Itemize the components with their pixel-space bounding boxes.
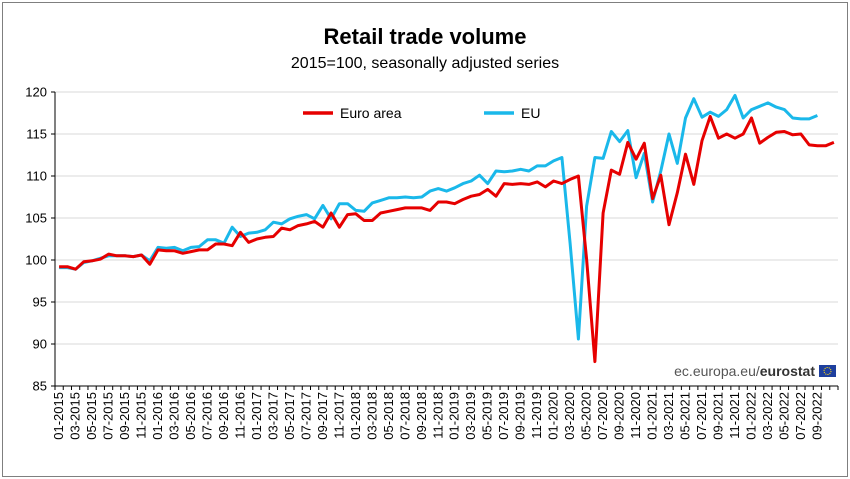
source-label: ec.europa.eu/eurostat — [674, 363, 836, 379]
x-tick-label: 05-2019 — [480, 392, 495, 440]
x-tick-label: 11-2018 — [430, 392, 445, 439]
x-tick-label: 09-2016 — [216, 392, 231, 440]
x-tick-label: 09-2020 — [612, 392, 627, 440]
chart-subtitle: 2015=100, seasonally adjusted series — [290, 55, 560, 72]
x-tick-label: 11-2015 — [134, 392, 149, 439]
x-tick-label: 01-2019 — [447, 392, 462, 440]
legend-label-eu: EU — [521, 105, 540, 121]
series-line-euro-area — [59, 114, 835, 364]
x-tick-label: 05-2020 — [579, 392, 594, 440]
x-tick-label: 09-2021 — [710, 392, 725, 440]
y-tick-label: 105 — [25, 211, 47, 226]
y-tick-label: 85 — [33, 379, 47, 394]
x-tick-label: 03-2018 — [364, 392, 379, 440]
x-tick-label: 11-2016 — [232, 392, 247, 439]
x-tick-label: 11-2017 — [331, 392, 346, 439]
x-tick-label: 07-2015 — [101, 392, 116, 440]
x-tick-label: 03-2020 — [562, 392, 577, 440]
x-tick-label: 05-2015 — [84, 392, 99, 440]
series-line-eu — [59, 93, 818, 341]
x-tick-label: 03-2017 — [265, 392, 280, 440]
x-tick-label: 09-2022 — [809, 392, 824, 440]
x-tick-label: 07-2016 — [199, 392, 214, 440]
y-tick-label: 115 — [26, 127, 47, 142]
x-tick-label: 01-2018 — [348, 392, 363, 440]
x-tick-label: 07-2022 — [793, 392, 808, 440]
series-lines — [59, 93, 835, 364]
x-tick-label: 09-2017 — [315, 392, 330, 440]
source-prefix: ec.europa.eu/ — [674, 363, 760, 379]
x-tick-label: 11-2019 — [529, 392, 544, 439]
source-text: ec.europa.eu/eurostat — [674, 363, 815, 379]
y-tick-label: 95 — [33, 295, 47, 310]
x-tick-label: 07-2021 — [694, 392, 709, 440]
legend-label-euro-area: Euro area — [340, 105, 402, 121]
x-tick-label: 05-2021 — [678, 392, 693, 440]
x-tick-label: 09-2019 — [513, 392, 528, 440]
x-tick-label: 07-2019 — [496, 392, 511, 440]
x-tick-label: 05-2016 — [183, 392, 198, 440]
y-tick-label: 100 — [25, 253, 47, 268]
x-axis: 01-2015 03-2015 05-2015 07-2015 09-2015 11-20… — [51, 385, 839, 440]
x-tick-label: 01-2022 — [743, 392, 758, 440]
eu-flag-icon — [819, 365, 836, 377]
x-tick-label: 03-2016 — [167, 392, 182, 440]
legend: Euro area EU — [303, 105, 540, 121]
x-tick-label: 05-2017 — [282, 392, 297, 440]
x-tick-label: 03-2015 — [68, 392, 83, 440]
y-tick-label: 110 — [26, 169, 47, 184]
x-tick-label: 01-2021 — [645, 392, 660, 440]
y-tick-label: 90 — [33, 337, 47, 352]
x-tick-label: 07-2020 — [595, 392, 610, 440]
x-tick-label: 09-2018 — [414, 392, 429, 440]
x-tick-label: 07-2017 — [298, 392, 313, 440]
y-axis: 85 90 95 100 105 110 115 120 — [25, 85, 56, 394]
x-tick-label: 07-2018 — [397, 392, 412, 440]
eu-flag-stars-icon — [823, 367, 832, 375]
x-tick-label: 03-2019 — [463, 392, 478, 440]
x-tick-label: 09-2015 — [117, 392, 132, 440]
x-tick-label: 01-2016 — [150, 392, 165, 440]
x-tick-label: 01-2020 — [546, 392, 561, 440]
x-tick-label: 11-2021 — [727, 392, 742, 439]
x-tick-label: 01-2017 — [249, 392, 264, 440]
chart-title: Retail trade volume — [323, 24, 527, 49]
x-tick-label: 11-2020 — [628, 392, 643, 439]
x-tick-label: 05-2022 — [776, 392, 791, 440]
x-tick-label: 05-2018 — [381, 392, 396, 440]
y-tick-label: 120 — [25, 85, 47, 100]
gridlines — [55, 91, 838, 345]
x-tick-label: 01-2015 — [51, 392, 66, 440]
x-tick-label: 03-2021 — [661, 392, 676, 440]
source-brand: eurostat — [760, 363, 816, 379]
x-tick-label: 03-2022 — [760, 392, 775, 440]
